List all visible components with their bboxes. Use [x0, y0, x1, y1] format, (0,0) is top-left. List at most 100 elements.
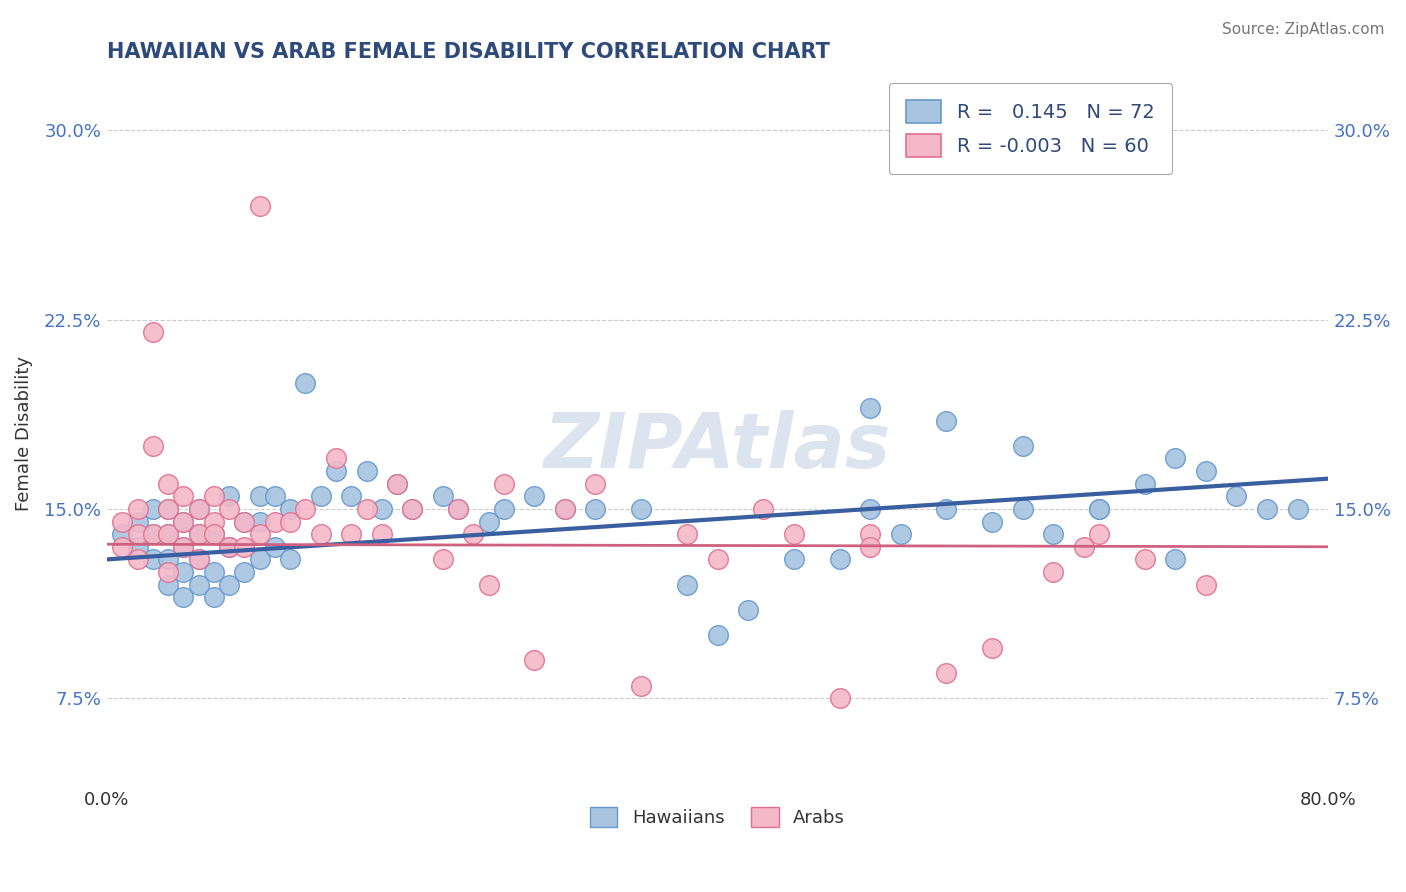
Point: [172, 540, 194, 554]
Point: [554, 502, 576, 516]
Point: [783, 527, 806, 541]
Point: [340, 489, 363, 503]
Point: [172, 515, 194, 529]
Point: [554, 502, 576, 516]
Point: [249, 199, 271, 213]
Point: [157, 502, 180, 516]
Point: [249, 515, 271, 529]
Point: [463, 527, 485, 541]
Point: [127, 527, 149, 541]
Point: [890, 527, 912, 541]
Point: [157, 502, 180, 516]
Point: [676, 527, 699, 541]
Point: [142, 527, 165, 541]
Point: [1195, 577, 1218, 591]
Point: [278, 502, 301, 516]
Point: [325, 451, 347, 466]
Point: [432, 552, 454, 566]
Point: [371, 502, 394, 516]
Point: [935, 502, 957, 516]
Point: [157, 527, 180, 541]
Point: [356, 502, 378, 516]
Point: [1256, 502, 1278, 516]
Point: [233, 515, 256, 529]
Point: [1088, 527, 1111, 541]
Point: [737, 603, 759, 617]
Point: [1195, 464, 1218, 478]
Point: [142, 326, 165, 340]
Point: [218, 540, 240, 554]
Point: [981, 515, 1004, 529]
Point: [1088, 502, 1111, 516]
Point: [187, 502, 209, 516]
Point: [187, 502, 209, 516]
Point: [233, 565, 256, 579]
Point: [859, 540, 882, 554]
Point: [828, 691, 851, 706]
Point: [325, 464, 347, 478]
Point: [142, 552, 165, 566]
Point: [447, 502, 470, 516]
Point: [585, 502, 607, 516]
Point: [478, 577, 501, 591]
Point: [1133, 552, 1156, 566]
Point: [859, 401, 882, 415]
Point: [111, 540, 134, 554]
Point: [981, 640, 1004, 655]
Point: [187, 552, 209, 566]
Legend: Hawaiians, Arabs: Hawaiians, Arabs: [583, 799, 852, 834]
Point: [218, 577, 240, 591]
Point: [264, 540, 287, 554]
Point: [706, 628, 728, 642]
Point: [1011, 439, 1033, 453]
Point: [233, 515, 256, 529]
Point: [1042, 527, 1064, 541]
Point: [127, 502, 149, 516]
Point: [401, 502, 423, 516]
Point: [278, 552, 301, 566]
Point: [157, 577, 180, 591]
Point: [1225, 489, 1247, 503]
Point: [142, 527, 165, 541]
Point: [218, 540, 240, 554]
Point: [157, 552, 180, 566]
Point: [172, 489, 194, 503]
Point: [294, 502, 316, 516]
Point: [233, 540, 256, 554]
Text: HAWAIIAN VS ARAB FEMALE DISABILITY CORRELATION CHART: HAWAIIAN VS ARAB FEMALE DISABILITY CORRE…: [107, 42, 830, 62]
Point: [478, 515, 501, 529]
Point: [202, 527, 225, 541]
Point: [202, 565, 225, 579]
Point: [172, 515, 194, 529]
Point: [218, 489, 240, 503]
Point: [935, 665, 957, 680]
Point: [1133, 476, 1156, 491]
Point: [935, 414, 957, 428]
Point: [249, 552, 271, 566]
Point: [676, 577, 699, 591]
Point: [187, 527, 209, 541]
Point: [157, 565, 180, 579]
Point: [187, 527, 209, 541]
Point: [783, 552, 806, 566]
Point: [157, 527, 180, 541]
Point: [294, 376, 316, 390]
Y-axis label: Female Disability: Female Disability: [15, 356, 32, 511]
Point: [1042, 565, 1064, 579]
Point: [187, 552, 209, 566]
Point: [249, 489, 271, 503]
Point: [309, 527, 332, 541]
Point: [111, 515, 134, 529]
Point: [401, 502, 423, 516]
Point: [432, 489, 454, 503]
Point: [202, 591, 225, 605]
Point: [157, 476, 180, 491]
Point: [1164, 451, 1187, 466]
Point: [278, 515, 301, 529]
Point: [172, 591, 194, 605]
Point: [264, 489, 287, 503]
Point: [371, 527, 394, 541]
Point: [630, 679, 652, 693]
Point: [202, 489, 225, 503]
Point: [142, 439, 165, 453]
